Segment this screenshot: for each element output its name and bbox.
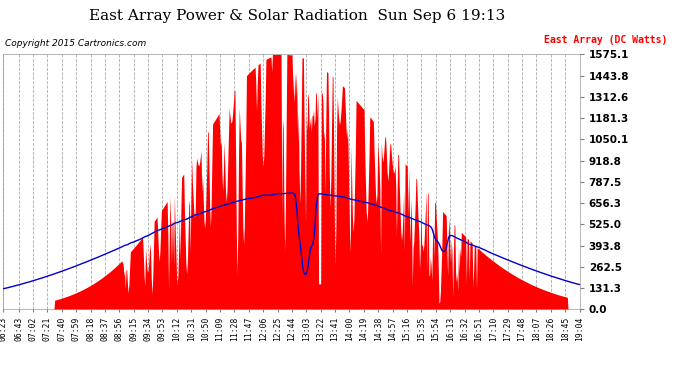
Text: Radiation (w/m2): Radiation (w/m2) [392, 35, 486, 45]
Text: Copyright 2015 Cartronics.com: Copyright 2015 Cartronics.com [5, 39, 146, 48]
Text: East Array Power & Solar Radiation  Sun Sep 6 19:13: East Array Power & Solar Radiation Sun S… [88, 9, 505, 23]
Text: East Array (DC Watts): East Array (DC Watts) [544, 35, 667, 45]
